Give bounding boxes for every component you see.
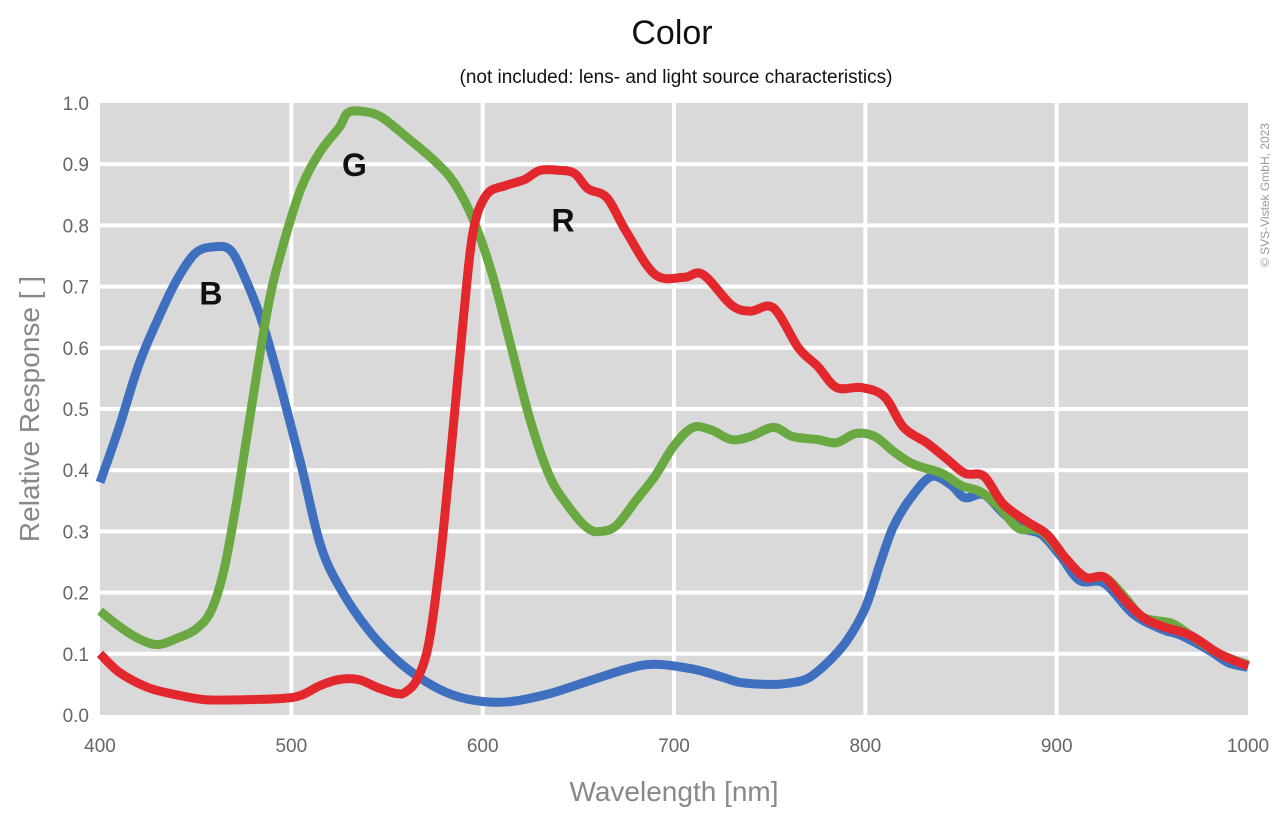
- x-tick-label: 800: [849, 736, 881, 757]
- series-label-b: B: [199, 276, 222, 312]
- x-tick-label: 900: [1041, 736, 1073, 757]
- y-tick-label: 0.8: [63, 216, 89, 237]
- y-tick-label: 0.4: [63, 461, 90, 482]
- chart-title: Color: [631, 14, 712, 52]
- grid-lines: [100, 103, 1248, 715]
- series-line-r: [96, 165, 1250, 705]
- series-line-g: [97, 106, 1250, 670]
- x-tick-label: 700: [658, 736, 690, 757]
- y-tick-label: 0.6: [63, 339, 89, 360]
- y-tick-label: 1.0: [63, 94, 89, 115]
- x-tick-label: 600: [467, 736, 499, 757]
- y-tick-label: 0.3: [63, 522, 89, 543]
- y-tick-label: 0.9: [63, 155, 89, 176]
- x-tick-label: 1000: [1227, 736, 1269, 757]
- series-lines: [95, 106, 1250, 707]
- x-tick-labels: 400 500 600 700 800 900 1000: [84, 736, 1269, 757]
- copyright-text: © SVS-Vistek GmbH, 2023: [1258, 123, 1272, 267]
- y-tick-label: 0.0: [63, 706, 89, 727]
- y-tick-label: 0.2: [63, 584, 89, 605]
- y-axis-label: Relative Response [ ]: [14, 276, 45, 542]
- chart-subtitle: (not included: lens- and light source ch…: [460, 67, 893, 88]
- series-labels: B G R: [199, 147, 574, 312]
- y-tick-labels: 0.0 0.1 0.2 0.3 0.4 0.5 0.6 0.7 0.8 0.9 1.0: [63, 94, 90, 727]
- y-tick-label: 0.5: [63, 400, 89, 421]
- series-label-r: R: [551, 202, 574, 238]
- y-tick-label: 0.1: [63, 645, 89, 666]
- series-label-g: G: [342, 147, 367, 183]
- x-tick-label: 400: [84, 736, 116, 757]
- y-tick-label: 0.7: [63, 278, 89, 299]
- x-tick-label: 500: [275, 736, 307, 757]
- x-axis-label: Wavelength [nm]: [569, 776, 778, 807]
